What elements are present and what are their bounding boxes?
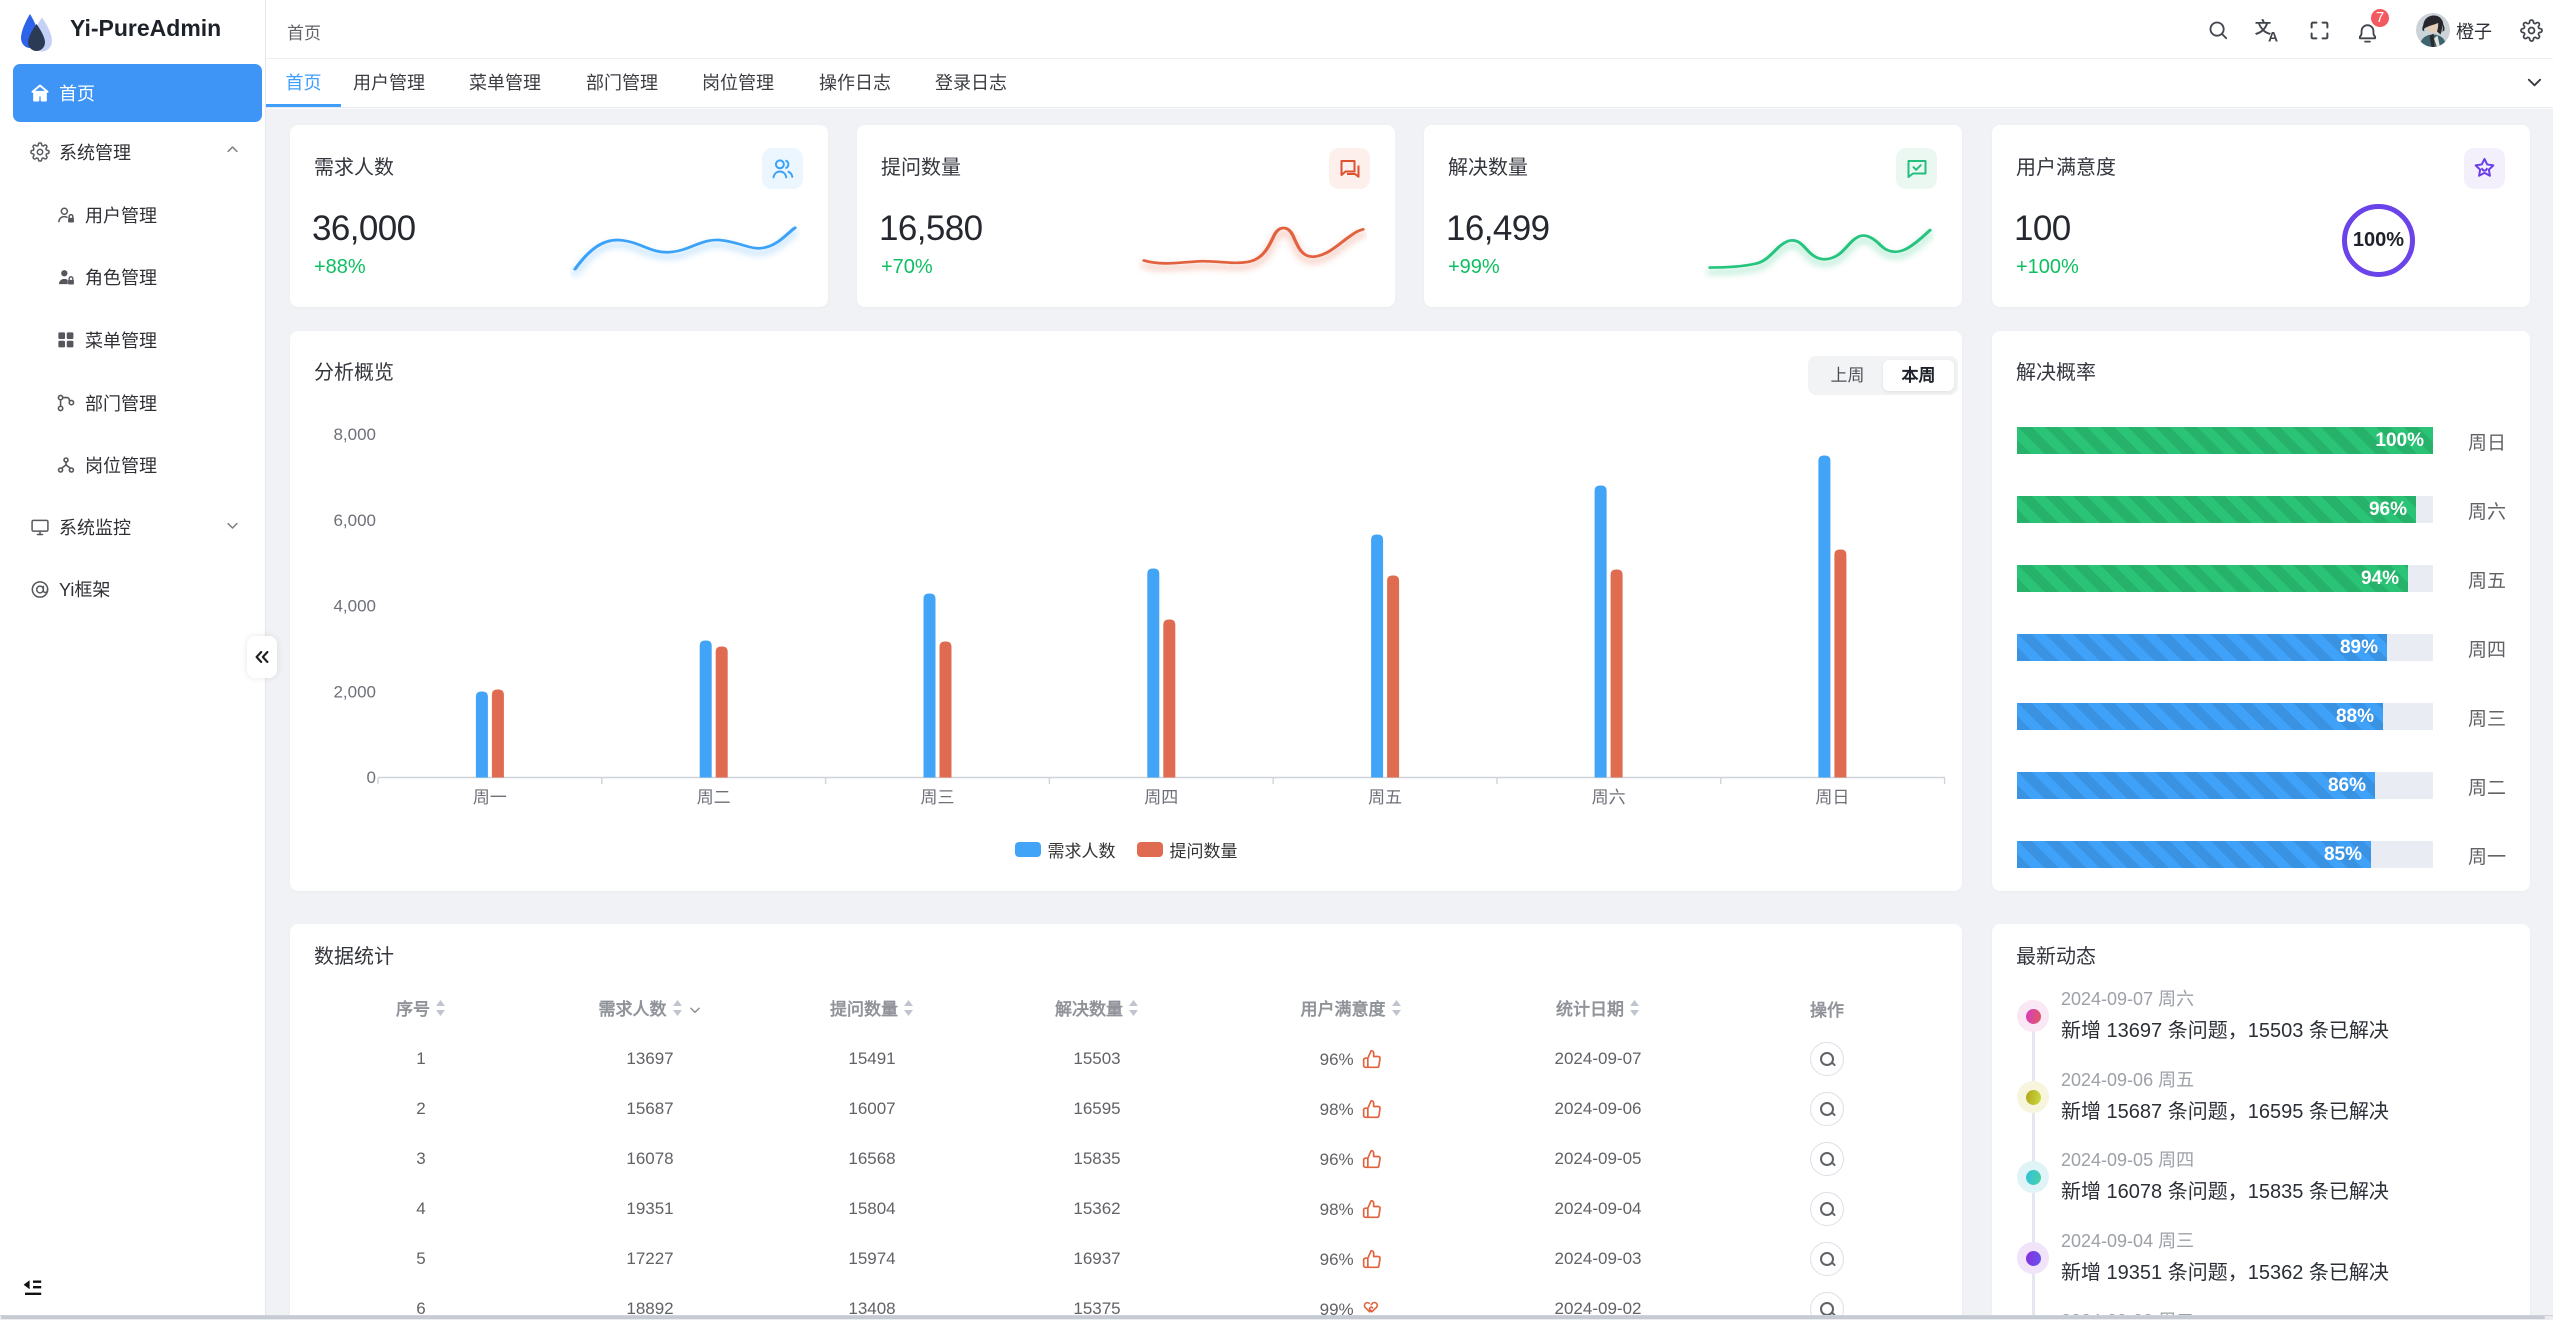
svg-text:周一: 周一 — [473, 788, 507, 807]
svg-text:4,000: 4,000 — [333, 597, 376, 616]
svg-text:周五: 周五 — [1368, 788, 1402, 807]
svg-text:周日: 周日 — [1815, 788, 1849, 807]
svg-text:6,000: 6,000 — [333, 511, 376, 530]
svg-text:文: 文 — [2255, 18, 2272, 37]
svg-text:2,000: 2,000 — [333, 682, 376, 701]
svg-text:A: A — [2268, 29, 2278, 44]
svg-text:周二: 周二 — [697, 788, 731, 807]
svg-text:周六: 周六 — [1592, 788, 1626, 807]
svg-text:8,000: 8,000 — [333, 425, 376, 444]
svg-text:周四: 周四 — [1144, 788, 1178, 807]
svg-text:0: 0 — [367, 768, 376, 787]
svg-text:周三: 周三 — [921, 788, 955, 807]
